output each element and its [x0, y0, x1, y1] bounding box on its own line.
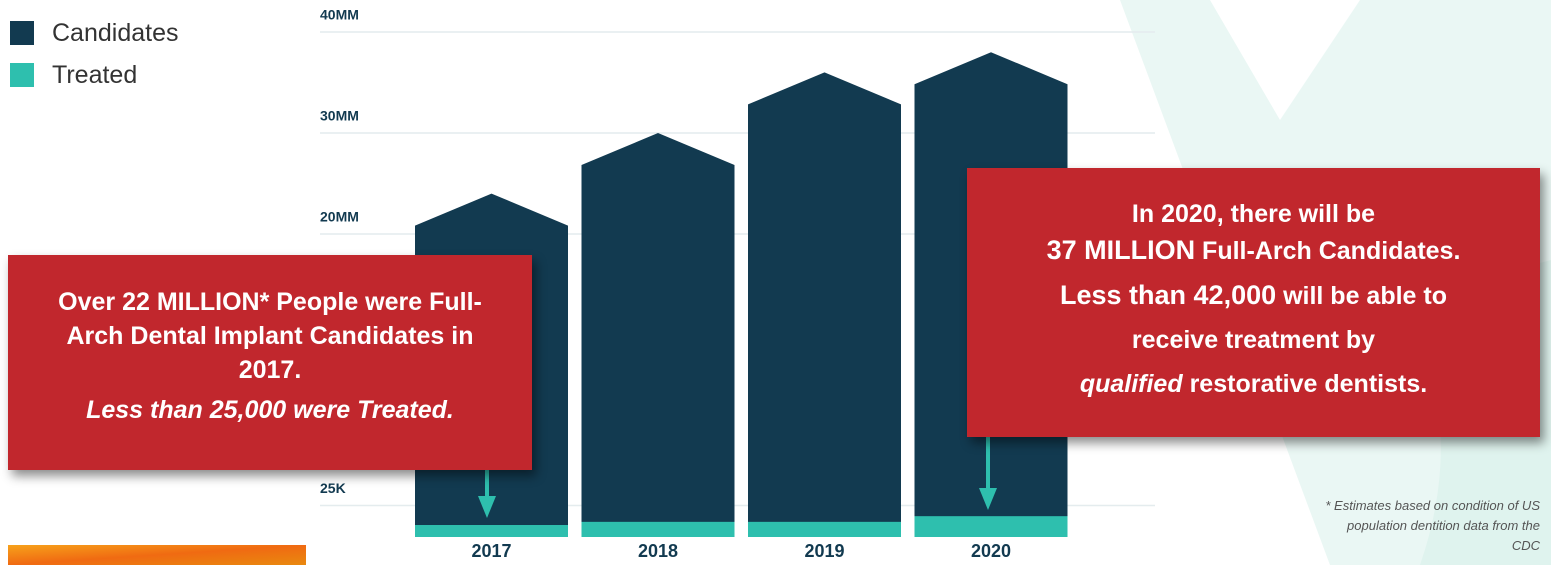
x-tick-label: 2017: [471, 541, 511, 561]
y-tick-label: 40MM: [320, 7, 359, 23]
bar: [748, 522, 901, 537]
y-tick-label: 25K: [320, 480, 346, 496]
annotation: In 2020, there will be 37 MILLION Full-A…: [967, 168, 1540, 437]
legend-item: Candidates: [10, 12, 178, 54]
annotation-text: 37 MILLION: [1047, 235, 1196, 265]
bar: [582, 522, 735, 537]
y-tick-label: 20MM: [320, 209, 359, 225]
legend-swatch: [10, 21, 34, 45]
footnote: * Estimates based on condition of US pop…: [1320, 496, 1540, 556]
annotation-text: Less than 25,000 were Treated.: [8, 393, 532, 427]
photo: [8, 545, 306, 565]
bar: [415, 525, 568, 537]
annotation-text: Over 22 MILLION* People were Full-Arch D…: [50, 285, 490, 387]
annotation: Over 22 MILLION* People were Full-Arch D…: [8, 255, 532, 470]
annotation-text: In 2020, there will be: [967, 196, 1540, 232]
annotation-text: Less than 42,000: [1060, 280, 1276, 310]
legend-label: Candidates: [52, 19, 178, 48]
x-tick-label: 2019: [804, 541, 844, 561]
legend-swatch: [10, 63, 34, 87]
bar: [915, 516, 1068, 537]
annotation-text: Full-Arch Candidates.: [1202, 237, 1460, 265]
bar: [748, 72, 901, 537]
annotation-text: qualified: [1080, 370, 1183, 398]
legend: Candidates Treated: [10, 12, 178, 96]
legend-label: Treated: [52, 61, 137, 90]
bar: [582, 133, 735, 537]
x-tick-label: 2020: [971, 541, 1011, 561]
legend-item: Treated: [10, 54, 178, 96]
annotation-text: restorative dentists.: [1190, 370, 1428, 398]
annotation-text: will be able to: [1283, 282, 1447, 310]
x-tick-label: 2018: [638, 541, 678, 561]
y-tick-label: 30MM: [320, 108, 359, 124]
page: 20MM 30MM 40MM 25K 2017 2018 2019 2020 Candidat…: [0, 0, 1551, 565]
annotation-text: receive treatment by: [967, 322, 1540, 358]
